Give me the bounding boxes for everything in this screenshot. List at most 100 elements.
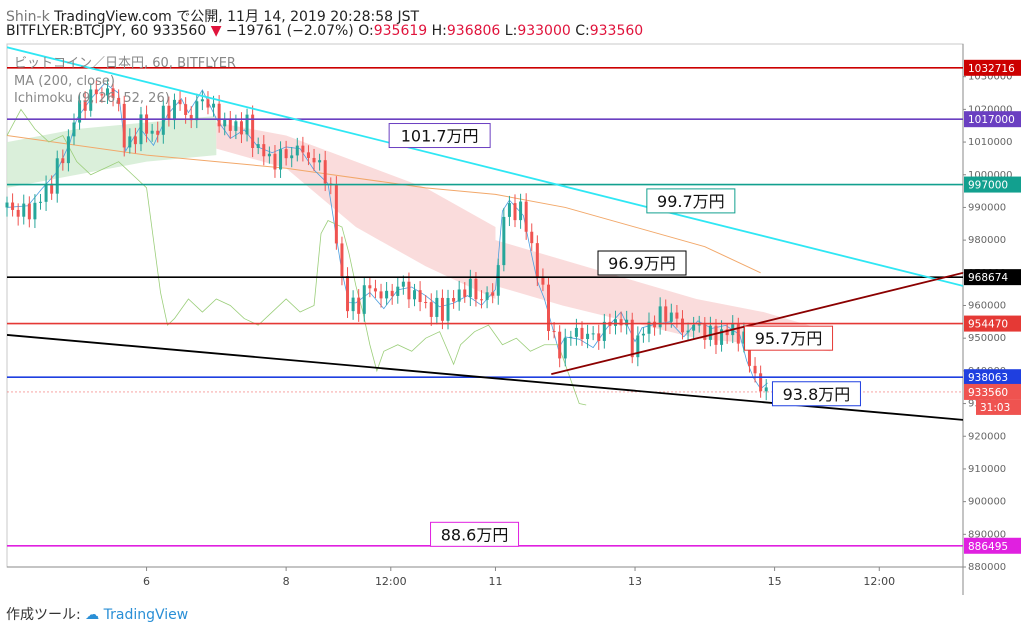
x-tick-label: 12:00 <box>375 575 407 588</box>
candle-body <box>513 203 517 221</box>
level-badge-1032716 <box>964 59 1021 76</box>
candle-body <box>351 297 355 312</box>
countdown-text: 31:03 <box>980 402 1010 414</box>
candle-body <box>435 297 439 317</box>
annotation-box <box>597 250 687 276</box>
annotation-text: 88.6万円 <box>441 525 509 544</box>
candle-body <box>295 145 299 156</box>
candle-body <box>597 333 601 341</box>
candle-body <box>22 203 26 217</box>
level-badge-997000 <box>964 176 1021 193</box>
candle-body <box>167 105 171 121</box>
level-badge-1017000 <box>964 111 1021 128</box>
candle-body <box>262 144 266 157</box>
candle-body <box>753 365 757 374</box>
level-badge-938063 <box>964 369 1021 386</box>
countdown-badge <box>976 399 1021 415</box>
candle-body <box>636 335 640 358</box>
candle-body <box>145 114 149 134</box>
y-tick-label: 880000 <box>968 562 1006 573</box>
candle-body <box>178 99 182 105</box>
candle-body <box>357 297 361 314</box>
x-tick-label: 13 <box>628 575 642 588</box>
candle-body <box>658 306 662 328</box>
candle-body <box>764 387 768 392</box>
candle-body <box>541 277 545 285</box>
candle-body <box>703 324 707 340</box>
candle-body <box>390 290 394 296</box>
candle-body <box>664 306 668 322</box>
candle-body <box>708 325 712 340</box>
annotation-box <box>744 325 834 351</box>
high-value: 936806 <box>446 23 501 39</box>
candle-body <box>223 119 227 127</box>
candle-body <box>5 202 9 208</box>
candle-body <box>686 330 690 333</box>
candle-body <box>312 157 316 163</box>
publish-info: TradingView.com で公開, 11月 14, 2019 20:28:… <box>54 9 420 25</box>
candle-body <box>100 94 104 96</box>
footer-label: 作成ツール: <box>6 607 81 623</box>
candle-body <box>759 373 763 392</box>
candle-body <box>641 333 645 336</box>
candle-body <box>11 202 15 210</box>
candle-body <box>496 265 500 296</box>
candle-body <box>720 329 724 345</box>
current-price-text: 933560 <box>968 387 1008 399</box>
candle-body <box>507 203 511 217</box>
candle-body <box>346 276 350 312</box>
y-tick-label: 1020000 <box>968 104 1013 115</box>
candle-body <box>530 231 534 244</box>
candle-body <box>318 160 322 163</box>
low-label: L: <box>504 23 518 39</box>
candle-body <box>491 292 495 296</box>
annotation-box <box>388 123 491 149</box>
candle-body <box>547 284 551 332</box>
candle-body <box>172 99 176 121</box>
candle-body <box>301 145 305 153</box>
annotation-text: 95.7万円 <box>755 329 823 348</box>
tradingview-logo-icon[interactable]: ☁ <box>85 607 100 623</box>
candle-body <box>38 201 42 203</box>
candle-body <box>184 104 188 115</box>
candle-body <box>602 321 606 341</box>
candle-body <box>139 114 143 145</box>
candle-body <box>452 298 456 302</box>
candle-body <box>273 153 277 170</box>
close-label: C: <box>575 23 590 39</box>
candle-body <box>457 289 461 302</box>
candle-body <box>591 333 595 335</box>
candle-body <box>558 331 562 359</box>
candle-body <box>418 290 422 303</box>
high-label: H: <box>431 23 447 39</box>
x-tick-label: 12:00 <box>863 575 895 588</box>
trend-line-0 <box>7 46 963 287</box>
annotation-box <box>646 188 736 214</box>
candle-body <box>83 100 87 111</box>
candle-body <box>290 155 294 159</box>
candle-body <box>89 89 93 111</box>
annotation-text: 99.7万円 <box>657 192 725 211</box>
y-tick-label: 900000 <box>968 497 1006 508</box>
candle-body <box>78 100 82 123</box>
x-tick-label: 6 <box>143 575 150 588</box>
candle-body <box>480 299 484 301</box>
candle-body <box>234 121 238 131</box>
candle-body <box>340 243 344 277</box>
y-tick-label: 920000 <box>968 431 1006 442</box>
candle-body <box>413 290 417 300</box>
x-tick-label: 8 <box>283 575 290 588</box>
chart-title: ビットコイン／日本円, 60, BITFLYER <box>14 56 236 71</box>
ichimoku-cloud-1 <box>216 122 496 299</box>
level-badge-text-968674: 968674 <box>968 272 1008 284</box>
footer-brand[interactable]: TradingView <box>103 607 189 623</box>
candle-body <box>524 201 528 232</box>
candle-body <box>334 185 338 244</box>
candle-body <box>228 119 232 131</box>
level-badge-text-954470: 954470 <box>968 319 1008 331</box>
candle-body <box>586 333 590 340</box>
chart-header-line1: Shin-k TradingView.com で公開, 11月 14, 2019… <box>6 6 419 26</box>
candle-body <box>105 88 109 96</box>
level-badge-text-886495: 886495 <box>968 541 1008 553</box>
